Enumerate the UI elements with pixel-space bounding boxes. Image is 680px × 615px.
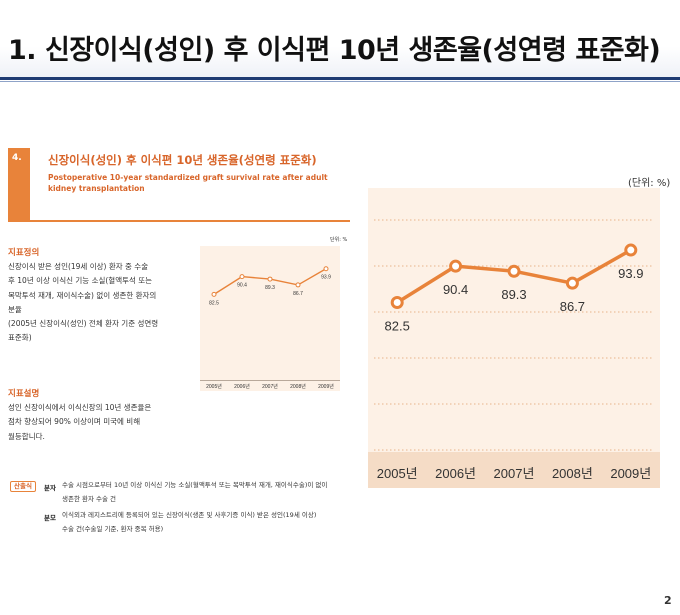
small-chart-point [239, 274, 245, 280]
small-chart-data-label: 93.9 [321, 275, 331, 281]
small-chart-point [295, 282, 301, 288]
small-chart-data-label: 89.3 [265, 285, 275, 291]
small-chart-x-label: 2008년 [290, 383, 306, 390]
small-chart-data-label: 82.5 [209, 300, 219, 306]
small-chart-x-label: 2007년 [262, 383, 278, 390]
numerator-line: 수술 시점으로부터 10년 이상 이식신 기능 소실(혈액투석 또는 복막투석 … [62, 481, 328, 489]
definition-line: (2005년 신장이식(성인) 전체 환자 기준 성연령 [8, 319, 159, 328]
chart-x-tick-label: 2008년 [552, 466, 593, 481]
explanation-line: 성인 신장이식에서 이식신장의 10년 생존율은 [8, 403, 152, 412]
small-chart-data-label: 90.4 [237, 283, 247, 289]
chart-point [390, 296, 404, 309]
chart-x-tick-label: 2009년 [610, 466, 651, 481]
chart-data-label: 93.9 [618, 266, 643, 281]
title-band [0, 0, 680, 78]
definition-line: 복막투석 재개, 재이식수술) 없이 생존한 환자의 [8, 290, 157, 300]
doc-number-box [8, 148, 30, 222]
title-divider [0, 77, 680, 80]
small-chart-x-label: 2006년 [234, 383, 250, 390]
definition-line: 표준화) [8, 333, 32, 343]
doc-number: 4. [12, 153, 22, 163]
definition-line: 후 10년 이상 이식신 기능 소실(혈액투석 또는 [8, 276, 153, 286]
chart-data-label: 90.4 [443, 282, 468, 297]
chart-x-axis-band [368, 452, 660, 488]
small-chart-plot [200, 246, 340, 391]
definition-line: 분율 [8, 304, 22, 314]
source-badge: 산출식 [10, 481, 36, 492]
denominator-line: 이식외과 레지스트리에 등록되어 있는 신장이식(생존 및 사후기증 이식) 받… [62, 511, 317, 519]
definition-title: 지표정의 [8, 248, 40, 258]
chart-data-label: 82.5 [385, 319, 410, 334]
explanation-text: 성인 신장이식에서 이식신장의 10년 생존율은 점차 향상되어 90% 이상이… [8, 401, 151, 444]
numerator-line: 생존한 환자 수술 건 [62, 495, 117, 503]
chart-x-tick-label: 2005년 [377, 466, 418, 481]
page-number: 2 [664, 594, 672, 607]
doc-heading: 신장이식(성인) 후 이식편 10년 생존율(성연령 표준화) [48, 153, 317, 167]
chart-point [565, 276, 579, 290]
small-chart-x-label: 2005년 [206, 383, 222, 390]
chart-point [449, 259, 463, 273]
definition-line: 신장이식 받은 성인(19세 이상) 환자 중 수술 [8, 262, 149, 271]
doc-header [8, 148, 350, 222]
small-chart-axis [200, 380, 340, 381]
small-chart-point [323, 266, 329, 272]
chart-x-tick-label: 2007년 [494, 466, 535, 481]
explanation-line: 월등합니다. [8, 431, 45, 441]
chart-plot-area [368, 188, 660, 488]
slide-title: 1. 신장이식(성인) 후 이식편 10년 생존율(성연령 표준화) [8, 35, 661, 66]
denominator-line: 수술 건(수술일 기준, 환자 중복 허용) [62, 525, 164, 533]
chart-data-label: 86.7 [560, 299, 585, 314]
chart-point [624, 243, 638, 257]
denominator-label: 분모 [44, 514, 56, 522]
doc-subtitle: Postoperative 10-year standardized graft… [48, 173, 328, 193]
numerator-label: 분자 [44, 484, 56, 492]
small-chart-data-label: 86.7 [293, 291, 303, 297]
explanation-line: 점차 향상되어 90% 이상이며 미국에 비해 [8, 417, 141, 427]
doc-heading-rule [8, 220, 350, 222]
chart-data-label: 89.3 [501, 287, 526, 302]
small-chart-point [211, 291, 217, 297]
small-chart-x-label: 2009년 [318, 383, 334, 390]
title-divider-light [0, 81, 680, 82]
small-chart-point [267, 276, 273, 282]
small-chart-unit: 단위: % [330, 237, 348, 243]
chart-x-tick-label: 2006년 [435, 466, 476, 481]
definition-text: 신장이식 받은 성인(19세 이상) 환자 중 수술 후 10년 이상 이식신 … [8, 260, 158, 346]
chart-point [507, 264, 521, 278]
chart-unit: (단위: %) [628, 178, 671, 189]
explanation-title: 지표설명 [8, 389, 40, 399]
